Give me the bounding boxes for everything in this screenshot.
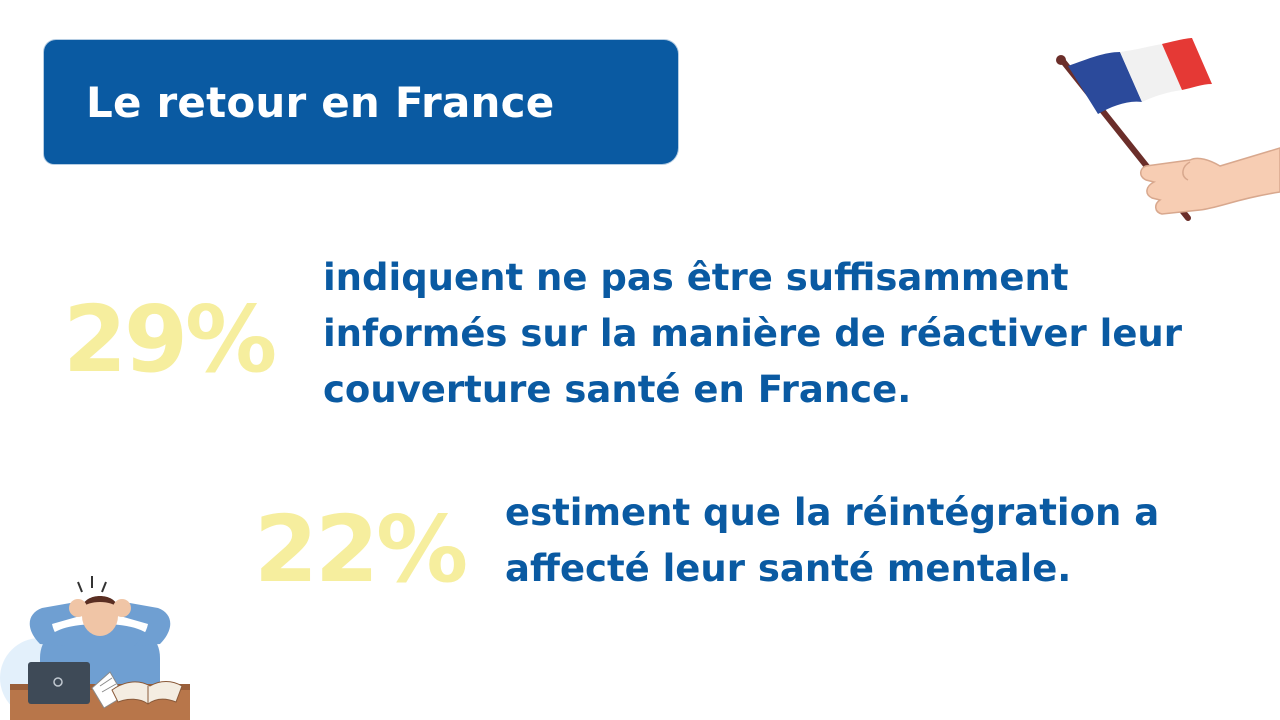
stat-1-line-1: indiquent ne pas être suffisamment	[323, 256, 1069, 299]
stat-2-line-1: estiment que la réintégration a	[505, 491, 1160, 534]
stat-2-line-2: affecté leur santé mentale.	[505, 547, 1072, 590]
stat-value-2: 22%	[254, 496, 468, 603]
page-title: Le retour en France	[86, 78, 555, 127]
stat-description-1: indiquent ne pas être suffisamment infor…	[323, 250, 1223, 418]
hand-holding-french-flag-icon	[1056, 38, 1280, 221]
stressed-student-at-laptop-icon	[0, 576, 190, 720]
stat-description-2: estiment que la réintégration a affecté …	[505, 485, 1225, 597]
title-banner	[44, 40, 678, 164]
stat-1-line-3: couverture santé en France.	[323, 368, 912, 411]
stat-value-1: 29%	[63, 286, 277, 393]
stat-1-line-2: informés sur la manière de réactiver leu…	[323, 312, 1183, 355]
